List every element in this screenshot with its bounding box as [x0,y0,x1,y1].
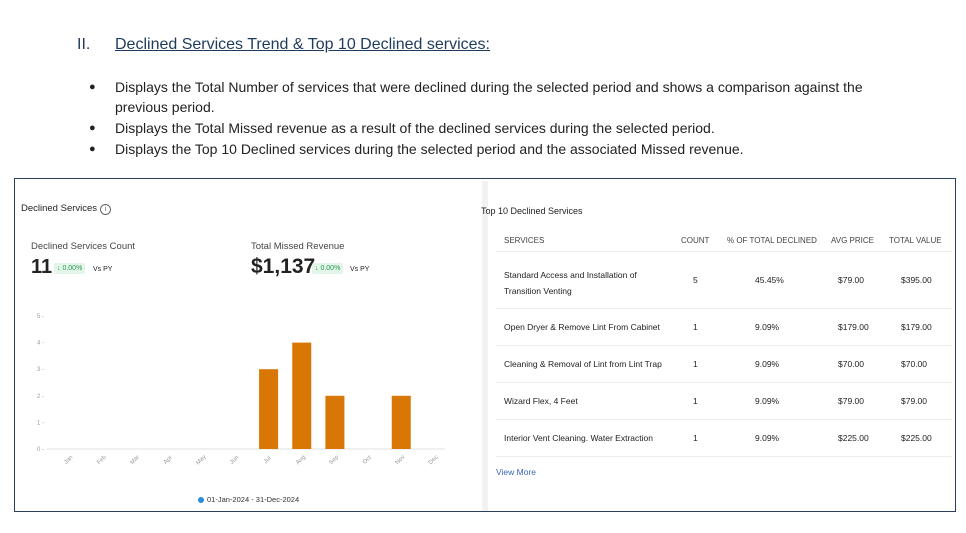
legend-dot-icon [198,497,204,504]
header-services: SERVICES [504,236,545,245]
x-tick-label: Nov [395,454,407,466]
declined-services-panel: Declined Services i Declined Services Cou… [15,179,481,511]
view-more-link[interactable]: View More [496,467,536,477]
count-kpi-value: 11 [31,256,53,278]
table-row[interactable]: Interior Vent Cleaning. Water Extraction… [496,419,952,457]
header-avg-price: AVG PRICE [831,236,874,245]
service-total-value: $395.00 [901,275,932,285]
x-tick-label: May [195,454,207,466]
y-tick-label: 5 - [37,314,44,320]
bullet-item: Displays the Total Missed revenue as a r… [89,118,889,138]
bullet-item: Displays the Top 10 Declined services du… [89,139,889,159]
service-pct: 9.09% [755,321,780,332]
service-pct: 45.45% [755,275,784,285]
table-row[interactable]: Cleaning & Removal of Lint from Lint Tra… [496,345,952,383]
legend-date-range: 01-Jan-2024 - 31-Dec-2024 [207,495,300,504]
y-tick-label: 4 - [37,341,44,347]
service-avg-price: $179.00 [838,321,869,332]
service-name: Wizard Flex, 4 Feet [504,395,578,406]
x-tick-label: Mar [129,455,141,467]
y-tick-label: 2 - [37,394,44,400]
service-pct: 9.09% [755,358,780,369]
x-tick-label: Sep [328,454,340,466]
service-avg-price: $225.00 [838,432,869,443]
declined-services-title-text: Declined Services [21,203,98,214]
x-tick-label: Dec [428,454,440,466]
service-avg-price: $79.00 [838,275,864,285]
revenue-kpi-value: $1,137 [251,255,316,278]
bullet-item: Displays the Total Number of services th… [89,77,889,117]
x-tick-label: Aug [295,454,307,466]
x-tick-label: Jul [263,455,273,465]
section-heading: II. Declined Services Trend & Top 10 Decl… [77,36,490,54]
dashboard-screenshot: Declined Services i Declined Services Cou… [14,178,956,512]
table-row[interactable]: Standard Access and Installation of Tran… [496,252,952,309]
section-title: Declined Services Trend & Top 10 Decline… [115,36,490,53]
service-name: Open Dryer & Remove Lint From Cabinet [504,321,660,332]
service-count: 5 [693,275,698,285]
service-total-value: $70.00 [901,358,927,369]
service-count: 1 [693,358,698,369]
service-count: 1 [693,321,698,332]
header-count: COUNT [681,236,710,245]
declined-services-bar-chart: 0 - 1 - 2 - 3 - 4 - 5 - Jan Feb Mar Apr May Jun Jul A… [37,314,445,467]
header-separator [496,251,952,252]
top-declined-title: Top 10 Declined Services [481,206,583,216]
bullet-list: Displays the Total Number of services th… [89,77,889,160]
count-vs-label: Vs PY [93,266,113,273]
service-total-value: $79.00 [901,395,927,406]
header-pct-total: % OF TOTAL DECLINED [727,236,817,245]
x-tick-label: Jan [63,455,74,466]
y-tick-label: 1 - [37,420,44,426]
y-tick-label: 0 - [37,447,44,453]
x-tick-label: Oct [362,455,373,466]
count-kpi-label: Declined Services Count [31,241,136,252]
count-change-badge: ↓ 0.00% [54,263,86,274]
table-row[interactable]: Wizard Flex, 4 Feet 1 9.09% $79.00 $79.00 [496,382,952,420]
bar-sep[interactable] [325,395,345,449]
revenue-change-badge: ↓ 0.00% [312,263,344,274]
section-numeral: II. [77,36,91,53]
header-total-value: TOTAL VALUE [889,236,942,245]
service-pct: 9.09% [755,432,780,443]
y-tick-label: 3 - [37,367,44,373]
service-name: Standard Access and Installation of Tran… [504,270,637,296]
panel-divider [482,181,488,511]
service-name: Interior Vent Cleaning. Water Extraction [504,432,653,443]
bar-aug[interactable] [292,342,312,449]
service-avg-price: $79.00 [838,395,864,406]
service-total-value: $225.00 [901,432,932,443]
service-count: 1 [693,432,698,443]
bar-nov[interactable] [391,395,411,449]
info-icon[interactable]: i [100,204,112,215]
x-tick-label: Apr [163,455,174,466]
x-tick-label: Jun [229,455,240,466]
table-row[interactable]: Open Dryer & Remove Lint From Cabinet 1 9.… [496,308,952,346]
service-pct: 9.09% [755,395,780,406]
declined-services-title: Declined Services i [21,203,112,215]
service-total-value: $179.00 [901,321,932,332]
revenue-kpi-label: Total Missed Revenue [251,241,345,252]
bar-jul[interactable] [259,369,279,449]
service-avg-price: $70.00 [838,358,864,369]
x-tick-label: Feb [96,454,108,466]
service-count: 1 [693,395,698,406]
service-name: Cleaning & Removal of Lint from Lint Tra… [504,358,662,369]
chart-legend[interactable]: 01-Jan-2024 - 31-Dec-2024 [198,495,299,504]
revenue-vs-label: Vs PY [350,266,370,273]
